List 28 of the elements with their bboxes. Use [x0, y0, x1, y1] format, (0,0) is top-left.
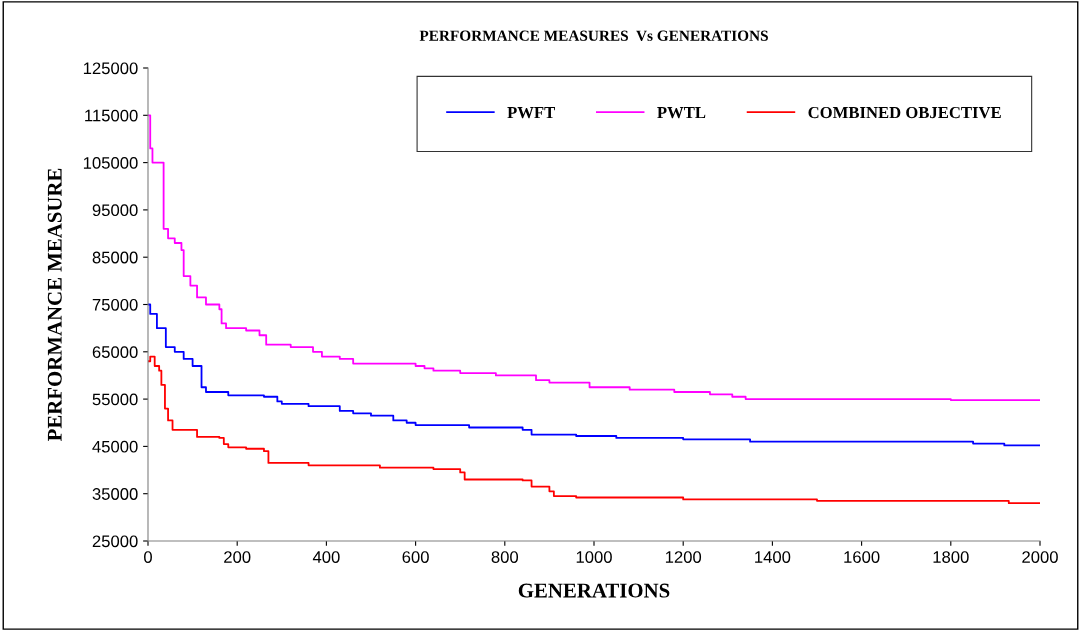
- y-tick-label: 35000: [92, 488, 138, 500]
- y-tick-label: 95000: [92, 204, 138, 217]
- x-tick-label: 2000: [1022, 551, 1058, 563]
- y-tick-label: 65000: [92, 346, 138, 358]
- x-tick-label: 600: [402, 551, 429, 563]
- y-tick-label: 115000: [85, 109, 138, 122]
- y-tick-label: 75000: [92, 298, 138, 311]
- y-tick-label: 85000: [92, 251, 138, 264]
- x-tick-label: 1400: [755, 551, 791, 563]
- x-tick-label: 1000: [576, 551, 612, 563]
- legend-label: COMBINED OBJECTIVE: [808, 106, 1001, 119]
- x-tick-label: 200: [224, 551, 251, 563]
- y-tick-label: 25000: [92, 535, 138, 548]
- y-tick-label: 105000: [83, 157, 138, 169]
- chart-title: PERFORMANCE MEASURES Vs GENERATIONS: [419, 30, 768, 41]
- x-tick-label: 0: [144, 551, 152, 563]
- x-tick-label: 1600: [844, 551, 880, 563]
- legend-label: PWTL: [657, 107, 706, 119]
- y-tick-label: 55000: [92, 393, 138, 406]
- legend-label: PWFT: [507, 107, 555, 119]
- y-tick-label: 45000: [92, 440, 138, 453]
- x-tick-label: 800: [491, 551, 519, 563]
- x-axis-title: GENERATIONS: [518, 583, 670, 598]
- y-axis-title: PERFORMANCE MEASURE: [47, 168, 62, 442]
- x-tick-label: 1200: [665, 551, 702, 563]
- x-tick-label: 400: [312, 551, 340, 563]
- x-tick-label: 1800: [933, 551, 969, 563]
- y-tick-label: 125000: [83, 62, 138, 75]
